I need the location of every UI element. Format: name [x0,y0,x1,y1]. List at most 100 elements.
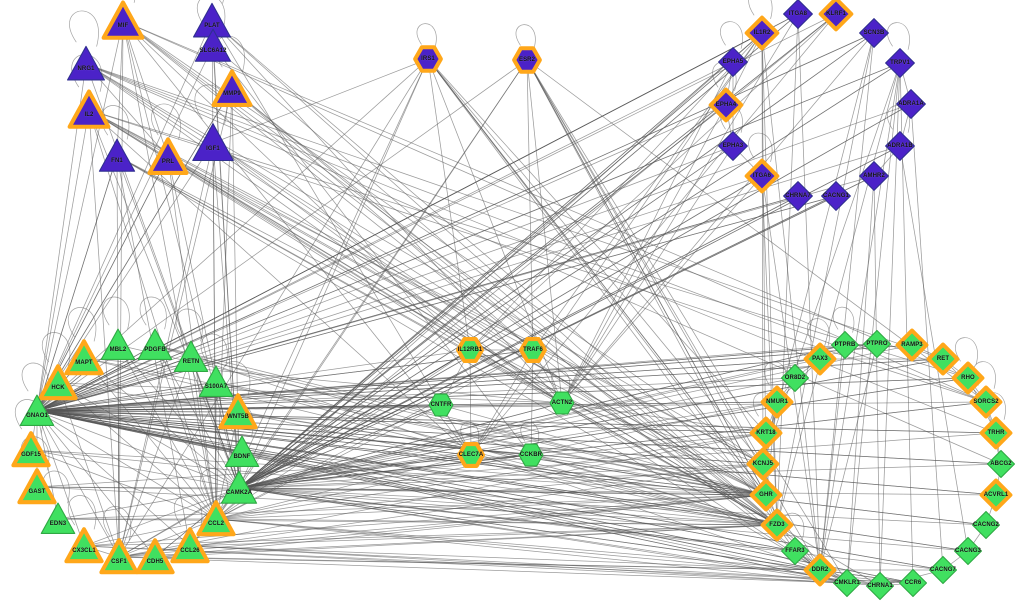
node-shape-diamond [986,449,1016,479]
graph-edge [88,109,240,489]
graph-edge [36,486,778,526]
graph-node-traf6[interactable]: TRAF6 [519,337,547,363]
graph-node-actn2[interactable]: ACTN2 [549,390,575,416]
node-glyph [38,364,78,401]
graph-node-cntfr[interactable]: CNTFR [428,392,454,418]
graph-node-bdnf[interactable]: BDNF [223,433,261,471]
graph-node-prl[interactable]: PRL [147,136,189,178]
node-shape-hexagon [519,337,547,363]
graph-node-ptpro[interactable]: PTPRO [862,329,892,359]
graph-node-adra1b[interactable]: ADRA1B [884,130,916,162]
graph-edge [36,344,913,412]
graph-edge [36,155,118,412]
node-shape-diamond [865,571,895,601]
graph-node-epha3[interactable]: EPHA3 [717,130,749,162]
node-glyph [135,538,175,575]
graph-node-irs1[interactable]: IRS1 [413,45,443,73]
node-shape-hexagon [457,442,485,468]
graph-edge [526,59,767,496]
graph-node-amhr2[interactable]: AMHR2 [858,160,890,192]
graph-edge [57,382,240,489]
self-loop-edge [102,296,130,330]
node-shape-triangle [64,527,104,564]
graph-node-clec7a[interactable]: CLEC7A [457,442,485,468]
graph-edge [154,556,821,571]
graph-edge [765,401,778,496]
self-loop-edge [515,24,536,49]
graph-node-fn1[interactable]: FN1 [97,136,137,176]
graph-node-chrna7[interactable]: CHRNA7 [782,180,814,212]
graph-edge [36,109,90,412]
graph-node-cacng1[interactable]: CACNG1 [820,180,852,212]
graph-edge [427,58,821,571]
graph-node-slc6a12[interactable]: SLC6A12 [193,26,233,66]
graph-node-krt18[interactable]: KRT18 [749,416,783,450]
graph-node-cx3cl1[interactable]: CX3CL1 [64,526,104,566]
node-shape-diamond [803,553,837,587]
graph-node-nrg1[interactable]: NRG1 [65,43,107,85]
graph-node-il2[interactable]: IL2 [67,88,111,132]
graph-node-scn3b[interactable]: SCN3B [858,17,890,49]
graph-node-mmp9[interactable]: MMP9 [211,68,253,110]
graph-node-trpv1[interactable]: TRPV1 [884,47,916,79]
graph-node-abcg2[interactable]: ABCG2 [986,449,1016,479]
graph-edge [238,103,912,489]
self-loop-edge [68,307,97,342]
graph-node-cdh5[interactable]: CDH5 [135,537,175,577]
graph-edge [122,20,169,158]
node-shape-triangle [66,45,106,81]
graph-node-acvrl1[interactable]: ACVRL1 [979,478,1013,512]
graph-node-ccl26[interactable]: CCL26 [170,526,210,566]
graph-edge [211,20,767,496]
graph-node-kcnj5[interactable]: KCNJ5 [746,447,780,481]
self-loop-edge [174,495,203,530]
graph-node-mbl2[interactable]: MBL2 [99,326,137,364]
graph-node-ccr6[interactable]: CCR6 [898,568,928,598]
graph-node-pdgfb[interactable]: PDGFB [136,326,174,364]
graph-node-cckbr[interactable]: CCKBR [518,442,544,468]
graph-edge [470,13,837,456]
graph-node-itga6[interactable]: ITGA6 [744,158,780,194]
graph-node-cmklr1[interactable]: CMKLR1 [832,568,862,598]
graph-node-cacng7[interactable]: CACNG7 [928,555,958,585]
graph-node-ramp3[interactable]: RAMP3 [895,328,929,362]
node-shape-diamond [803,342,837,376]
graph-edge [561,402,767,434]
graph-node-epha5[interactable]: EPHA5 [717,46,749,78]
graph-node-ghr[interactable]: GHR [749,478,783,512]
graph-node-wnt5b[interactable]: WNT5B [218,392,258,432]
node-glyph [898,568,928,598]
graph-edge [36,410,796,552]
graph-node-epha4[interactable]: EPHA4 [708,87,744,123]
graph-edge [212,142,767,496]
graph-node-esr2[interactable]: ESR2 [512,46,542,74]
node-glyph [512,46,542,74]
graph-edge [36,88,233,412]
node-glyph [821,181,851,211]
graph-node-gnao1[interactable]: GNAO1 [18,392,56,430]
graph-node-il1r2[interactable]: IL1R2 [744,15,780,51]
graph-node-sorcs2[interactable]: SORCS2 [969,385,1003,419]
graph-node-igf1[interactable]: IGF1 [190,120,236,166]
graph-edge [36,401,987,412]
graph-node-nmur1[interactable]: NMUR1 [760,385,794,419]
graph-node-gdf15[interactable]: GDF15 [11,430,51,470]
graph-node-klrf1[interactable]: KLRF1 [818,0,854,32]
self-loop-edge [807,318,830,346]
graph-node-mif[interactable]: MIF [101,0,145,43]
node-shape-diamond [969,385,1003,419]
graph-node-itga8[interactable]: ITGA8 [782,0,814,30]
graph-node-chrna1[interactable]: CHRNA1 [865,571,895,601]
graph-edge [117,344,767,496]
graph-edge [36,410,239,413]
node-shape-diamond [832,568,862,598]
graph-node-il12rb1[interactable]: IL12RB1 [456,337,484,363]
node-glyph [969,385,1003,419]
node-shape-triangle [211,69,253,107]
graph-node-trhr[interactable]: TRHR [979,416,1013,450]
graph-node-adra1a[interactable]: ADRA1A [895,88,927,120]
graph-edge [30,449,778,526]
graph-node-csf1[interactable]: CSF1 [99,537,139,577]
graph-edge [85,63,764,465]
